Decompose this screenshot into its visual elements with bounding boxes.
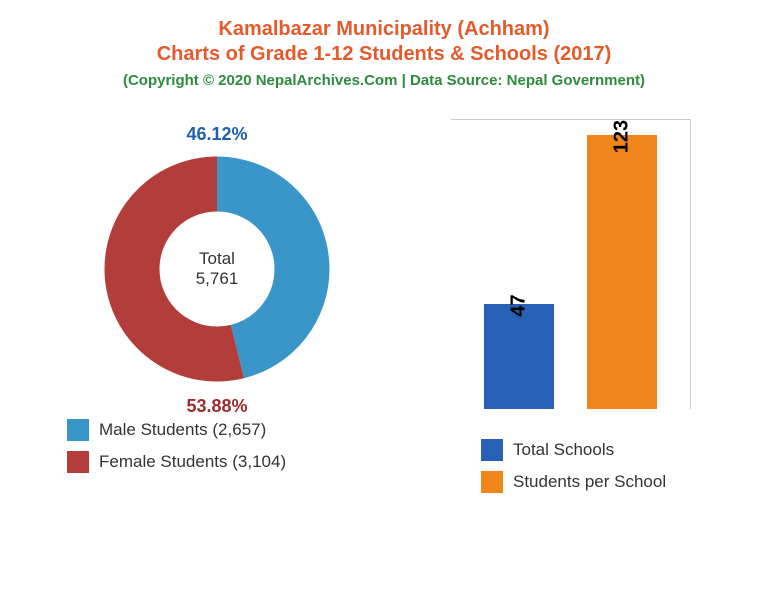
bar-students-label: 123 <box>611 119 634 152</box>
legend-text-male: Male Students (2,657) <box>99 420 266 440</box>
bar-section: 47 123 Total Schools Students per School <box>421 119 721 503</box>
donut-center-label: Total <box>196 249 239 269</box>
male-percent-label: 46.12% <box>186 124 247 145</box>
legend-item-female: Female Students (3,104) <box>67 451 387 473</box>
legend-item-students: Students per School <box>481 471 721 493</box>
legend-text-students: Students per School <box>513 472 666 492</box>
bar-schools-label: 47 <box>508 295 531 317</box>
donut-section: 46.12% Total 5,761 53.88% Male Students … <box>47 119 387 483</box>
donut-center-value: 5,761 <box>196 269 239 289</box>
bars-inner: 47 123 <box>451 120 690 409</box>
donut-chart: 46.12% Total 5,761 53.88% <box>97 149 337 389</box>
donut-legend: Male Students (2,657) Female Students (3… <box>47 419 387 473</box>
legend-item-male: Male Students (2,657) <box>67 419 387 441</box>
copyright-text: (Copyright © 2020 NepalArchives.Com | Da… <box>0 72 768 89</box>
female-percent-label: 53.88% <box>186 396 247 417</box>
legend-swatch-male <box>67 419 89 441</box>
bar-chart: 47 123 <box>451 119 691 409</box>
legend-item-schools: Total Schools <box>481 439 721 461</box>
chart-header: Kamalbazar Municipality (Achham) Charts … <box>0 0 768 89</box>
donut-center: Total 5,761 <box>196 249 239 289</box>
title-line-2: Charts of Grade 1-12 Students & Schools … <box>0 43 768 66</box>
bar-legend: Total Schools Students per School <box>421 439 721 493</box>
legend-swatch-students <box>481 471 503 493</box>
bar-students-per-school: 123 <box>587 135 657 409</box>
legend-swatch-schools <box>481 439 503 461</box>
legend-text-schools: Total Schools <box>513 440 614 460</box>
charts-container: 46.12% Total 5,761 53.88% Male Students … <box>0 119 768 503</box>
legend-text-female: Female Students (3,104) <box>99 452 286 472</box>
bar-schools: 47 <box>484 304 554 409</box>
title-line-1: Kamalbazar Municipality (Achham) <box>0 18 768 41</box>
legend-swatch-female <box>67 451 89 473</box>
